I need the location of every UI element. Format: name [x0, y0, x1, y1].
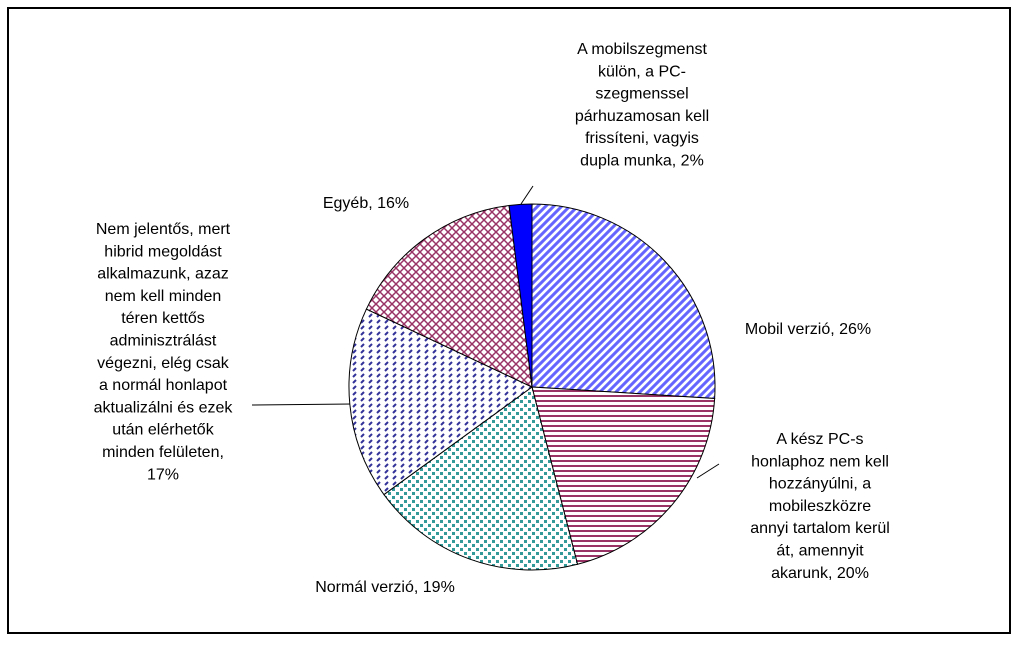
- slice-label: végezni, elég csak: [97, 355, 230, 372]
- slice-label: mobileszközre: [769, 498, 871, 515]
- slice-label: adminisztrálást: [110, 333, 217, 350]
- slice-label: Mobil verzió, 26%: [745, 321, 871, 338]
- slice-label: hibrid megoldást: [104, 243, 222, 260]
- pie-slice: [531, 386, 716, 565]
- slice-label: hozzányúlni, a: [769, 476, 871, 493]
- slice-label: aktualizálni és ezek: [94, 399, 234, 416]
- slice-label: A mobilszegmenst: [577, 41, 707, 58]
- slice-label: Normál verzió, 19%: [315, 579, 455, 596]
- slice-label: A kész PC-s: [776, 431, 863, 448]
- slice-label: párhuzamosan kell: [575, 108, 709, 125]
- leader-line: [251, 403, 353, 406]
- slice-label: a normál honlapot: [99, 377, 228, 394]
- leader-line: [696, 463, 720, 479]
- pie-slice: [508, 203, 533, 388]
- leader-line: [520, 185, 534, 205]
- slice-label: után elérhetők: [112, 422, 214, 439]
- slice-label: külön, a PC-: [598, 63, 686, 80]
- slice-label: dupla munka, 2%: [580, 153, 704, 170]
- pie-slice: [531, 203, 716, 400]
- slice-label: nem kell minden: [105, 288, 222, 305]
- slice-label: Egyéb, 16%: [323, 195, 409, 212]
- slice-label: minden felületen,: [102, 444, 224, 461]
- slice-label: annyi tartalom kerül: [750, 520, 890, 537]
- slice-label: honlaphoz nem kell: [751, 453, 889, 470]
- slice-label: frissíteni, vagyis: [585, 130, 699, 147]
- slice-label: szegmenssel: [595, 86, 688, 103]
- slice-label: át, amennyit: [776, 543, 864, 560]
- pie-slice: [348, 308, 533, 496]
- pie-slice: [365, 204, 533, 388]
- slice-label: 17%: [147, 466, 179, 483]
- slice-label: alkalmazunk, azaz: [97, 266, 229, 283]
- slice-label: Nem jelentős, mert: [96, 221, 231, 238]
- pie-slice: [383, 386, 579, 571]
- slice-label: akarunk, 20%: [771, 565, 869, 582]
- slice-label: téren kettős: [121, 310, 205, 327]
